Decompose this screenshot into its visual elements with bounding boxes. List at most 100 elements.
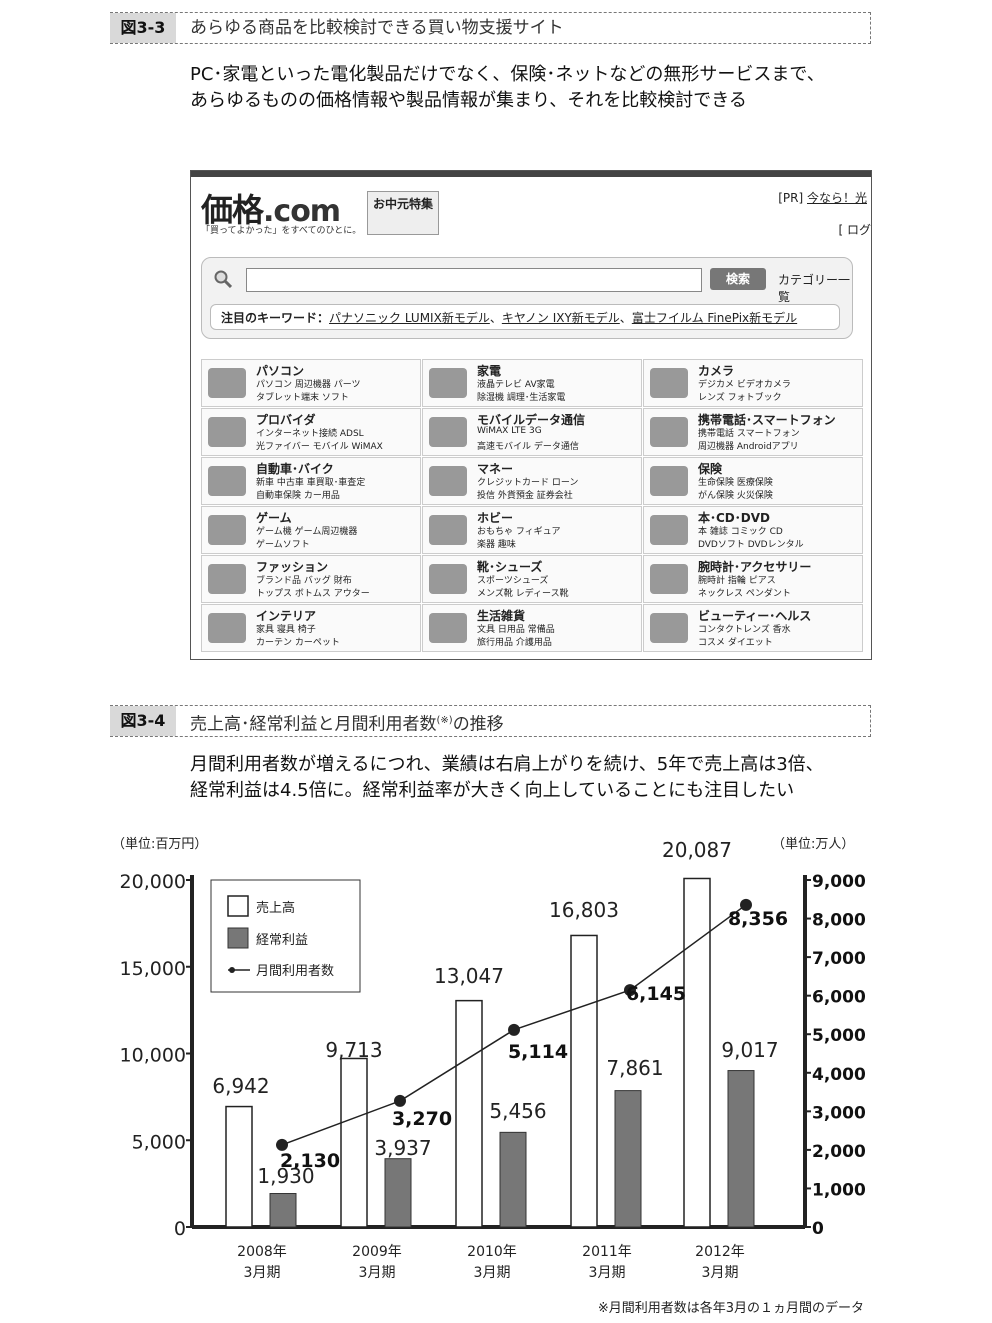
promo-banner[interactable]: お中元特集 [367,191,439,235]
left-tick-label: 15,000 [120,958,186,980]
category-title[interactable]: 保険 [698,462,723,476]
category-title[interactable]: インテリア [256,609,317,623]
profit-bar [269,1193,297,1228]
search-panel: 検索 カテゴリー一覧 注目のキーワード：パナソニック LUMIX新モデル、キヤノ… [201,257,853,339]
category-subitems: 旅行用品 介護用品 [477,638,552,648]
category-subitems: ゲーム機 ゲーム周辺機器 [256,527,358,537]
sales-label: 20,087 [662,838,732,862]
category-icon [208,515,246,545]
category-cell[interactable]: 自動車･バイク 新車 中古車 車買取･車査定 自動車保険 カー用品 [201,457,421,505]
right-tick-label: 9,000 [812,872,866,892]
keyword-link[interactable]: キヤノン IXY新モデル [501,311,620,325]
category-cell[interactable]: 保険 生命保険 医療保険 がん保険 火災保険 [643,457,863,505]
category-title[interactable]: マネー [477,462,514,476]
right-tick-label: 2,000 [812,1142,866,1162]
category-cell[interactable]: カメラ デジカメ ビデオカメラ レンズ フォトブック [643,359,863,407]
category-title[interactable]: パソコン [256,364,305,378]
category-cell[interactable]: ホビー おもちゃ フィギュア 楽器 趣味 [422,506,642,554]
category-subitems: 文具 日用品 常備品 [477,625,555,635]
sales-bar [340,1057,368,1228]
sales-bar [683,877,711,1228]
pr-tag: [PR] [778,191,804,205]
category-title[interactable]: モバイルデータ通信 [477,413,586,427]
users-point [394,1094,406,1107]
category-title[interactable]: 腕時計･アクセサリー [698,560,812,574]
category-title[interactable]: ホビー [477,511,514,525]
top-bar [191,171,871,177]
category-cell[interactable]: プロバイダ インターネット接続 ADSL 光ファイバー モバイル WiMAX [201,408,421,456]
category-subitems: インターネット接続 ADSL [256,429,364,439]
category-subitems: ゲームソフト [256,540,310,550]
category-cell[interactable]: 家電 液晶テレビ AV家電 除湿機 調理･生活家電 [422,359,642,407]
x-tick-label: 3月期 [702,1265,739,1281]
category-icon [650,417,688,447]
category-subitems: レンズ フォトブック [698,393,782,403]
category-cell[interactable]: ゲームゲーム機 ゲーム周辺機器 ゲームソフト [201,506,421,554]
category-cell[interactable]: マネー クレジットカード ローン 投信 外貨預金 証券会社 [422,457,642,505]
figure-title: 売上高･経常利益と月間利用者数(※)の推移 [190,706,504,740]
x-tick-label: 3月期 [244,1265,281,1281]
right-tick-label: 8,000 [812,911,866,931]
description-line-1: 月間利用者数が増えるにつれ、業績は右肩上がりを続け、5年で売上高は3倍、 [190,754,824,775]
keyword-link[interactable]: 富士フイルム FinePix新モデル [631,311,798,325]
category-cell[interactable]: モバイルデータ通信 WiMAX LTE 3G 高速モバイル データ通信 [422,408,642,456]
logo-com: .com [263,194,341,229]
category-subitems: ネックレス ペンダント [698,589,791,599]
legend-label-profit: 経常利益 [256,933,308,948]
category-title[interactable]: 自動車･バイク [256,462,334,476]
category-cell[interactable]: 生活雑貨文具 日用品 常備品 旅行用品 介護用品 [422,604,642,652]
category-title[interactable]: ビューティー･ヘルス [698,609,812,623]
right-tick-label: 1,000 [812,1180,866,1200]
category-title[interactable]: プロバイダ [256,413,316,427]
category-cell[interactable]: ファッション ブランド品 バッグ 財布 トップス ボトムス アウター [201,555,421,603]
category-cell[interactable]: 携帯電話･スマートフォン 携帯電話 スマートフォン 周辺機器 Androidアプリ [643,408,863,456]
title-sup: (※) [436,715,453,726]
category-title[interactable]: ファッション [256,560,329,574]
category-list-link[interactable]: カテゴリー一覧 [778,273,851,304]
category-cell[interactable]: パソコンパソコン 周辺機器 パーツ タブレット端末 ソフト [201,359,421,407]
figure-title: あらゆる商品を比較検討できる買い物支援サイト [190,18,564,38]
category-title[interactable]: ゲーム [256,511,292,525]
category-title[interactable]: 家電 [477,364,502,378]
login-link[interactable]: [ ログ [838,223,872,237]
category-subitems: 生命保険 医療保険 [698,478,773,488]
category-subitems: 除湿機 調理･生活家電 [477,393,566,403]
sales-bar [225,1105,253,1228]
pr-link[interactable]: 今なら！光 [806,191,867,205]
legend-swatch-sales [227,895,249,917]
title-main: 売上高･経常利益と月間利用者数 [190,714,437,735]
right-axis-unit: （単位:万人） [772,837,855,852]
category-title[interactable]: 靴･シューズ [477,560,543,574]
category-icon [208,613,246,643]
category-cell[interactable]: 腕時計･アクセサリー 腕時計 指輪 ピアス ネックレス ペンダント [643,555,863,603]
category-icon [650,515,688,545]
category-cell[interactable]: インテリア 家具 寝具 椅子 カーテン カーペット [201,604,421,652]
category-title[interactable]: 本･CD･DVD [698,511,770,525]
category-icon [208,417,246,447]
category-title[interactable]: カメラ [698,364,735,378]
keyword-link[interactable]: パナソニック LUMIX新モデル [329,311,490,325]
search-button[interactable]: 検索 [710,268,766,290]
search-input[interactable] [246,268,702,292]
category-cell[interactable]: 本･CD･DVD 本 雑誌 コミック CD DVDソフト DVDレンタル [643,506,863,554]
profit-label: 1,930 [257,1164,314,1188]
category-icon [429,515,467,545]
right-tick-label: 5,000 [812,1026,866,1046]
users-line [281,904,747,1146]
category-icon [429,417,467,447]
category-cell[interactable]: 靴･シューズ スポーツシューズ メンズ靴 レディース靴 [422,555,642,603]
category-subitems: パソコン 周辺機器 パーツ [256,380,361,390]
profit-bar [384,1158,412,1228]
category-title[interactable]: 生活雑貨 [477,609,526,623]
site-logo[interactable]: 価格.com [201,185,341,231]
sales-label: 13,047 [434,964,504,988]
category-subitems: タブレット端末 ソフト [256,393,349,403]
category-subitems: メンズ靴 レディース靴 [477,589,569,599]
category-title[interactable]: 携帯電話･スマートフォン [698,413,836,427]
figure-3-4-header: 図3-4 売上高･経常利益と月間利用者数(※)の推移 [110,705,871,737]
category-subitems: 携帯電話 スマートフォン [698,429,800,439]
category-subitems: 投信 外貨預金 証券会社 [477,491,573,501]
category-cell[interactable]: ビューティー･ヘルス コンタクトレンズ 香水 コスメ ダイエット [643,604,863,652]
sales-label: 16,803 [549,898,619,922]
right-tick-label: 7,000 [812,949,866,969]
